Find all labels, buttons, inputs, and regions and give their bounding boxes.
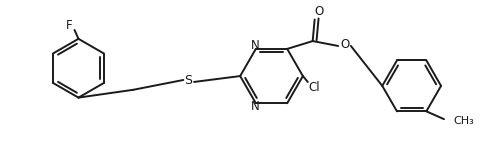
Text: CH₃: CH₃ — [454, 116, 475, 126]
Text: S: S — [184, 74, 192, 88]
Text: Cl: Cl — [309, 81, 320, 94]
Text: O: O — [314, 5, 323, 18]
Text: O: O — [340, 39, 350, 52]
Text: N: N — [250, 40, 259, 52]
Text: F: F — [66, 19, 73, 32]
Text: N: N — [250, 100, 259, 113]
